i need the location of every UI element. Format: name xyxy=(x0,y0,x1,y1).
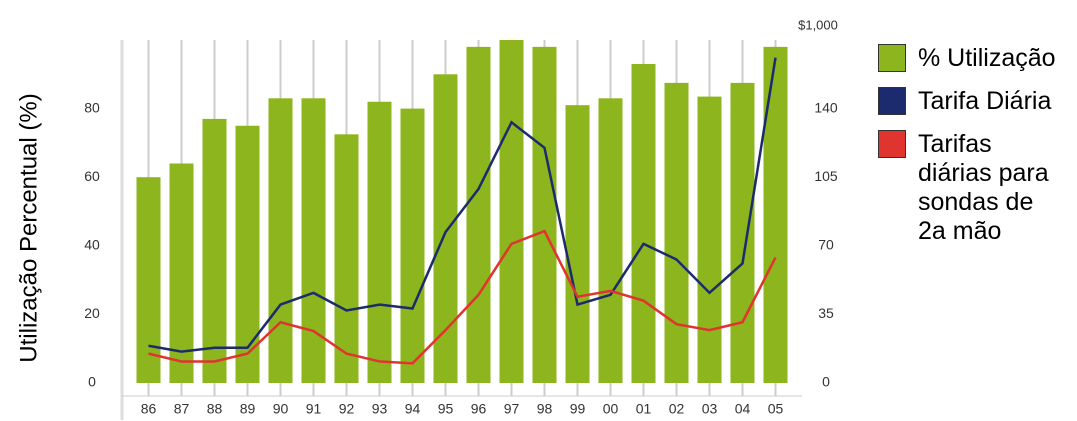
legend-swatch xyxy=(878,44,906,72)
legend-label: % Utilização xyxy=(918,44,1056,72)
bar xyxy=(367,101,392,384)
bar xyxy=(532,46,557,384)
legend-swatch xyxy=(878,130,906,158)
x-tick-label: 99 xyxy=(570,401,586,417)
line xyxy=(148,57,777,353)
x-tick-label: 04 xyxy=(735,401,751,417)
bar xyxy=(400,108,425,383)
y2-tick-label: 35 xyxy=(818,305,834,321)
y-axis-label: Utilização Percentual (%) xyxy=(15,93,42,362)
x-tick-label: 96 xyxy=(471,401,487,417)
legend: % Utilização Tarifa Diária Tarifas diárias… xyxy=(878,44,1077,260)
bar xyxy=(499,40,524,383)
legend-item: Tarifa Diária xyxy=(878,87,1077,116)
x-tick-label: 97 xyxy=(504,401,520,417)
y-tick-label: 0 xyxy=(88,374,96,390)
legend-label: Tarifa Diária xyxy=(918,87,1052,115)
legend-label: Tarifas diárias para sondas de 2a mão xyxy=(918,130,1049,245)
x-tick-label: 01 xyxy=(636,401,652,417)
bar xyxy=(433,74,458,384)
bar xyxy=(169,163,194,383)
x-tick-label: 98 xyxy=(537,401,553,417)
y2-tick-label: 70 xyxy=(818,237,834,253)
bar xyxy=(631,64,656,383)
y-tick-label: 80 xyxy=(84,99,100,115)
y-tick-label: 20 xyxy=(84,305,100,321)
x-tick-label: 95 xyxy=(438,401,454,417)
bar xyxy=(565,105,590,384)
y2-tick-label: 140 xyxy=(814,99,838,115)
chart: Utilização Percentual (%) $1,000 0204060… xyxy=(15,17,838,420)
x-tick-label: 88 xyxy=(207,401,223,417)
x-tick-label: 03 xyxy=(702,401,718,417)
x-tick-label: 93 xyxy=(372,401,388,417)
bar xyxy=(763,46,788,384)
bar xyxy=(664,82,689,383)
legend-item: Tarifas diárias para sondas de 2a mão xyxy=(878,130,1077,246)
bar xyxy=(730,82,755,383)
x-tick-label: 86 xyxy=(141,401,157,417)
legend-item: % Utilização xyxy=(878,44,1077,73)
y2-tick-label: 105 xyxy=(814,168,838,184)
bar xyxy=(598,98,623,383)
bar xyxy=(235,125,260,383)
y-tick-label: 40 xyxy=(84,237,100,253)
x-tick-label: 00 xyxy=(603,401,619,417)
x-tick-label: 92 xyxy=(339,401,355,417)
bar xyxy=(202,118,227,383)
legend-swatch xyxy=(878,87,906,115)
x-tick-label: 02 xyxy=(669,401,685,417)
y2-tick-label: 0 xyxy=(822,374,830,390)
line xyxy=(148,229,777,365)
x-tick-label: 91 xyxy=(306,401,322,417)
x-tick-label: 89 xyxy=(240,401,256,417)
x-tick-label: 05 xyxy=(768,401,784,417)
bar xyxy=(268,98,293,383)
y-tick-label: 60 xyxy=(84,168,100,184)
bar xyxy=(136,177,161,383)
bar xyxy=(466,46,491,384)
x-tick-label: 90 xyxy=(273,401,289,417)
bar xyxy=(697,96,722,383)
bar xyxy=(334,134,359,383)
bar xyxy=(301,98,326,383)
y2-unit-label: $1,000 xyxy=(798,17,838,32)
x-tick-label: 94 xyxy=(405,401,421,417)
x-tick-label: 87 xyxy=(174,401,190,417)
